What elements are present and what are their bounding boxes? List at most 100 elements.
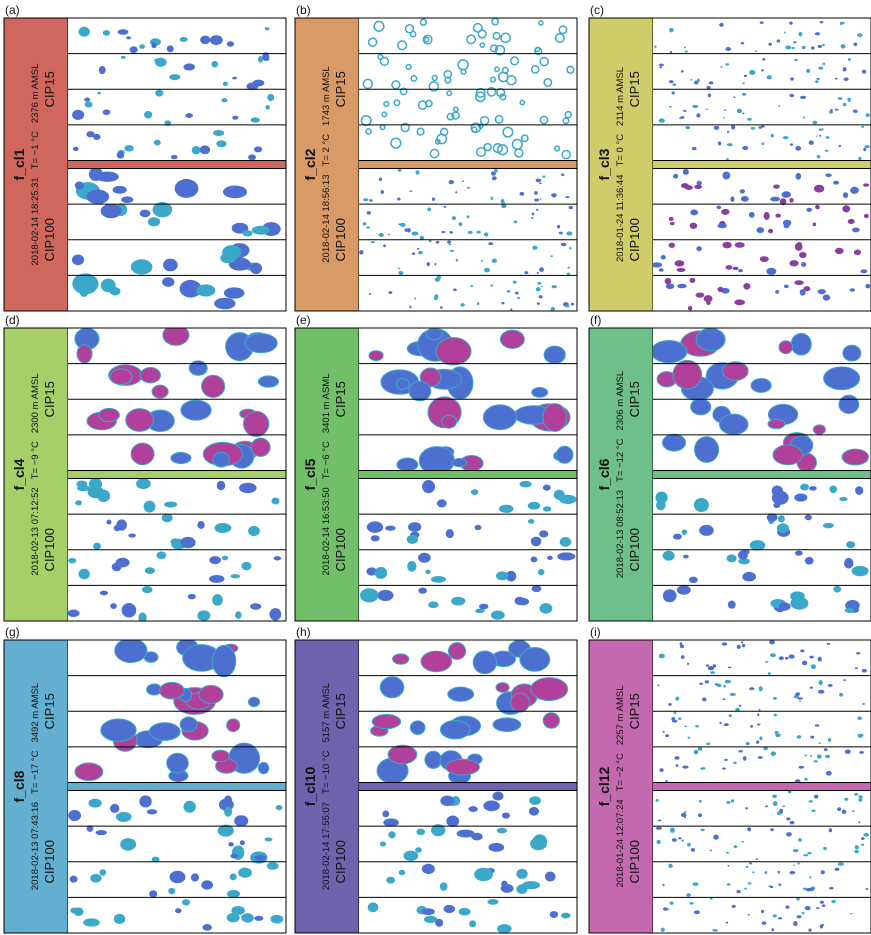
particle [677,284,687,288]
particle [196,284,215,296]
particle [404,851,419,861]
particle [743,283,750,290]
particle [689,577,698,583]
particle [510,308,512,310]
particle [742,841,745,843]
particle [544,346,565,363]
particle [539,198,541,199]
particle [840,22,845,24]
particle [451,597,465,606]
particle [824,748,828,751]
particle [814,795,818,799]
particle [269,608,281,620]
particle [541,286,543,288]
particle [148,217,160,226]
particle [440,306,443,308]
particle [791,333,811,355]
particle [773,503,780,508]
particle [409,381,431,401]
particle [469,920,476,927]
particle [540,603,553,614]
separator-band [68,471,286,479]
particle [122,603,137,617]
particle [75,181,84,189]
particle [377,590,393,601]
particle [722,242,731,249]
particle [457,830,475,838]
particle [685,126,690,129]
particle [765,805,768,807]
particle [227,913,240,922]
particle [790,597,808,610]
separator-band [68,783,286,791]
particle [801,262,806,267]
particle [534,198,539,201]
particle [86,190,109,204]
particle [488,843,504,852]
particle [797,915,802,918]
particle [855,486,863,495]
bottom-probe: CIP100 [333,840,348,883]
particle [773,697,777,700]
meta-time: 2018-02-13 08:52:13 [615,490,626,578]
particle [79,569,90,580]
particle [789,21,793,24]
particle [497,828,507,834]
particle [224,287,245,298]
particle [681,655,685,659]
particle [750,540,765,550]
meta-time: 2018-02-14 17:55:07 [321,802,332,890]
particle [200,36,210,45]
particle [717,684,722,687]
particle [795,550,803,555]
particle [199,685,223,703]
particle [672,91,675,94]
particle [152,385,168,398]
particle [723,698,726,700]
particle [212,645,235,676]
particle [484,232,488,236]
particle [817,754,822,758]
particle [434,297,438,301]
particle [368,293,371,295]
particle [691,848,695,852]
particle [75,500,82,505]
particle [379,233,384,237]
particle [136,478,151,489]
particle [561,173,564,176]
particle [809,876,811,878]
particle [800,484,809,491]
particle [797,863,800,865]
particle [382,811,389,818]
particle [673,534,682,540]
particle [861,126,864,128]
particle [719,23,723,27]
particle [691,399,711,415]
particle [819,680,823,685]
particle [843,345,861,361]
particle [371,241,375,243]
particle [710,671,715,674]
particle [213,130,224,136]
particle [224,795,232,803]
particle [238,868,252,878]
particle [658,819,662,821]
particle [659,768,663,772]
particle [809,486,817,491]
particle [452,216,456,220]
particle [100,591,108,596]
particle [110,287,121,295]
particle [845,608,855,613]
particle [180,537,195,548]
particle [828,738,831,742]
particle [795,146,801,151]
meta-time: 2018-02-13 07:43:16 [30,802,41,890]
particle [476,231,480,234]
particle [209,556,221,564]
particle [852,566,869,576]
particle [798,766,804,769]
particle [677,268,686,272]
particle [737,109,742,114]
particle [746,866,749,868]
particle [687,663,689,665]
